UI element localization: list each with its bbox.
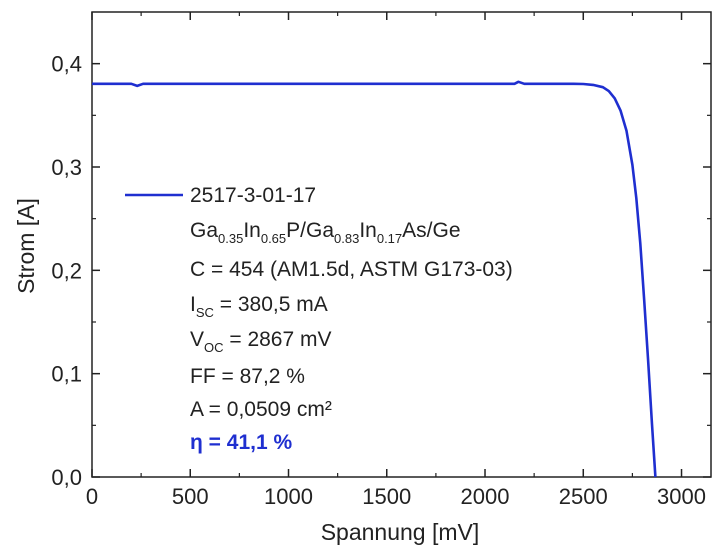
isc-sub: SC <box>196 305 214 320</box>
series-layer <box>92 80 657 478</box>
comp-as-ge: As/Ge <box>402 219 460 242</box>
comp-ga2-sub: 0.83 <box>334 231 359 246</box>
voc-sub: OC <box>204 340 224 355</box>
x-tick-label: 2500 <box>559 484 608 509</box>
legend-area: A = 0,0509 cm² <box>190 398 332 421</box>
x-tick-labels: 0 500 1000 1500 2000 2500 3000 <box>86 484 706 509</box>
y-axis-title: Strom [A] <box>13 198 39 294</box>
x-tick-label: 1500 <box>362 484 411 509</box>
isc-rest: = 380,5 mA <box>214 293 328 316</box>
y-tick-label: 0,0 <box>51 465 82 490</box>
legend-voc: VOC = 2867 mV <box>190 328 332 355</box>
series-line <box>92 80 657 478</box>
legend-concentration: C = 454 (AM1.5d, ASTM G173-03) <box>190 258 513 281</box>
plot-area <box>91 11 712 478</box>
x-tick-label: 0 <box>86 484 98 509</box>
x-tick-label: 2000 <box>461 484 510 509</box>
y-tick-label: 0,1 <box>51 362 82 387</box>
x-tick-label: 3000 <box>657 484 706 509</box>
plot-frame <box>91 11 712 478</box>
x-tick-label: 500 <box>172 484 209 509</box>
legend-fill-factor: FF = 87,2 % <box>190 365 305 388</box>
x-tick-label: 1000 <box>264 484 313 509</box>
y-tick-label: 0,2 <box>51 258 82 283</box>
y-tick-labels: 0,0 0,1 0,2 0,3 0,4 <box>51 52 82 490</box>
comp-ga: Ga <box>190 219 218 242</box>
y-tick-label: 0,3 <box>51 155 82 180</box>
legend-composition: Ga0.35In0.65P/Ga0.83In0.17As/Ge <box>190 219 461 246</box>
legend: 2517-3-01-17 Ga0.35In0.65P/Ga0.83In0.17A… <box>125 184 513 454</box>
voc-rest: = 2867 mV <box>224 328 332 351</box>
ticks <box>91 12 711 478</box>
y-tick-label: 0,4 <box>51 52 82 77</box>
voc-main: V <box>190 328 204 351</box>
legend-isc: ISC = 380,5 mA <box>190 293 328 320</box>
x-axis-title: Spannung [mV] <box>321 519 480 545</box>
comp-in2: In <box>359 219 377 242</box>
comp-ga-sub: 0.35 <box>218 231 243 246</box>
comp-in2-sub: 0.17 <box>377 231 402 246</box>
comp-in-sub: 0.65 <box>261 231 286 246</box>
comp-in: In <box>243 219 261 242</box>
legend-efficiency: η = 41,1 % <box>190 431 292 454</box>
legend-sample-id: 2517-3-01-17 <box>190 184 316 207</box>
comp-p-ga: P/Ga <box>286 219 334 242</box>
isc-main: I <box>190 293 196 316</box>
